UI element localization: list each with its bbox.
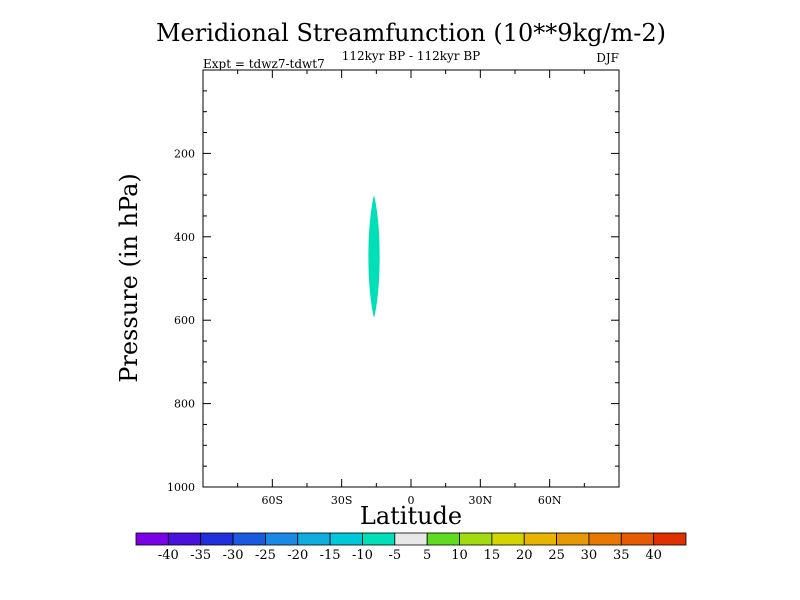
x-axis-label: Latitude bbox=[360, 502, 462, 530]
x-tick-label: 60N bbox=[538, 494, 562, 507]
colorbar-label: 30 bbox=[581, 548, 598, 563]
y-tick-label: 200 bbox=[174, 147, 195, 160]
colorbar-swatch bbox=[362, 532, 396, 546]
season-label: DJF bbox=[596, 51, 619, 65]
colorbar-swatch bbox=[426, 532, 460, 546]
colorbar-label: -35 bbox=[190, 548, 211, 563]
chart-subtitle: 112kyr BP - 112kyr BP bbox=[342, 49, 480, 63]
y-tick-label: 600 bbox=[174, 314, 195, 327]
colorbar-label: 20 bbox=[516, 548, 533, 563]
x-tick-label: 30N bbox=[469, 494, 493, 507]
y-axis-label: Pressure (in hPa) bbox=[115, 173, 143, 383]
x-tick-label: 30S bbox=[331, 494, 353, 507]
colorbar-swatch bbox=[135, 532, 169, 546]
colorbar-swatch bbox=[200, 532, 234, 546]
colorbar-label: -25 bbox=[255, 548, 276, 563]
plot-frame bbox=[202, 69, 620, 488]
colorbar-label: -30 bbox=[223, 548, 244, 563]
colorbar-swatch bbox=[588, 532, 622, 546]
colorbar-swatch bbox=[556, 532, 590, 546]
plot-area bbox=[202, 69, 620, 488]
colorbar-swatch bbox=[329, 532, 363, 546]
colorbar-label: -20 bbox=[287, 548, 308, 563]
colorbar-swatch bbox=[297, 532, 331, 546]
y-tick-label: 800 bbox=[174, 398, 195, 411]
x-tick-label: 0 bbox=[408, 494, 415, 507]
x-axis: 60S 30S 0 30N 60N bbox=[202, 70, 620, 507]
colorbar-swatch bbox=[394, 532, 428, 546]
colorbar-label: 25 bbox=[548, 548, 565, 563]
y-tick-label: 400 bbox=[174, 231, 195, 244]
colorbar-label: 10 bbox=[451, 548, 468, 563]
colorbar-swatch bbox=[523, 532, 557, 546]
colorbar-swatch bbox=[167, 532, 202, 546]
colorbar-label: -5 bbox=[388, 548, 401, 563]
colorbar-label: -40 bbox=[158, 548, 179, 563]
y-tick-label: 1000 bbox=[167, 481, 195, 494]
contour-region-0 bbox=[368, 195, 380, 319]
x-tick-label: 60S bbox=[262, 494, 284, 507]
chart-title: Meridional Streamfunction (10**9kg/m-2) bbox=[156, 19, 666, 47]
colorbar-swatch bbox=[459, 532, 493, 546]
colorbar-label: 5 bbox=[423, 548, 431, 563]
colorbar: -40 -35 -30 -25 -20 -15 -10 -5 5 10 15 20 25 30 35 40 bbox=[135, 532, 687, 563]
colorbar-swatch bbox=[265, 532, 299, 546]
colorbar-label: 35 bbox=[613, 548, 630, 563]
colorbar-label: 15 bbox=[484, 548, 501, 563]
colorbar-label: -10 bbox=[352, 548, 373, 563]
colorbar-swatch bbox=[653, 532, 687, 546]
colorbar-swatch bbox=[232, 532, 266, 546]
colorbar-swatch bbox=[491, 532, 525, 546]
experiment-label: Expt = tdwz7-tdwt7 bbox=[203, 57, 325, 71]
colorbar-label: -15 bbox=[320, 548, 341, 563]
colorbar-swatch bbox=[620, 532, 655, 546]
colorbar-label: 40 bbox=[645, 548, 662, 563]
y-axis: 200 400 600 800 1000 bbox=[167, 90, 619, 494]
